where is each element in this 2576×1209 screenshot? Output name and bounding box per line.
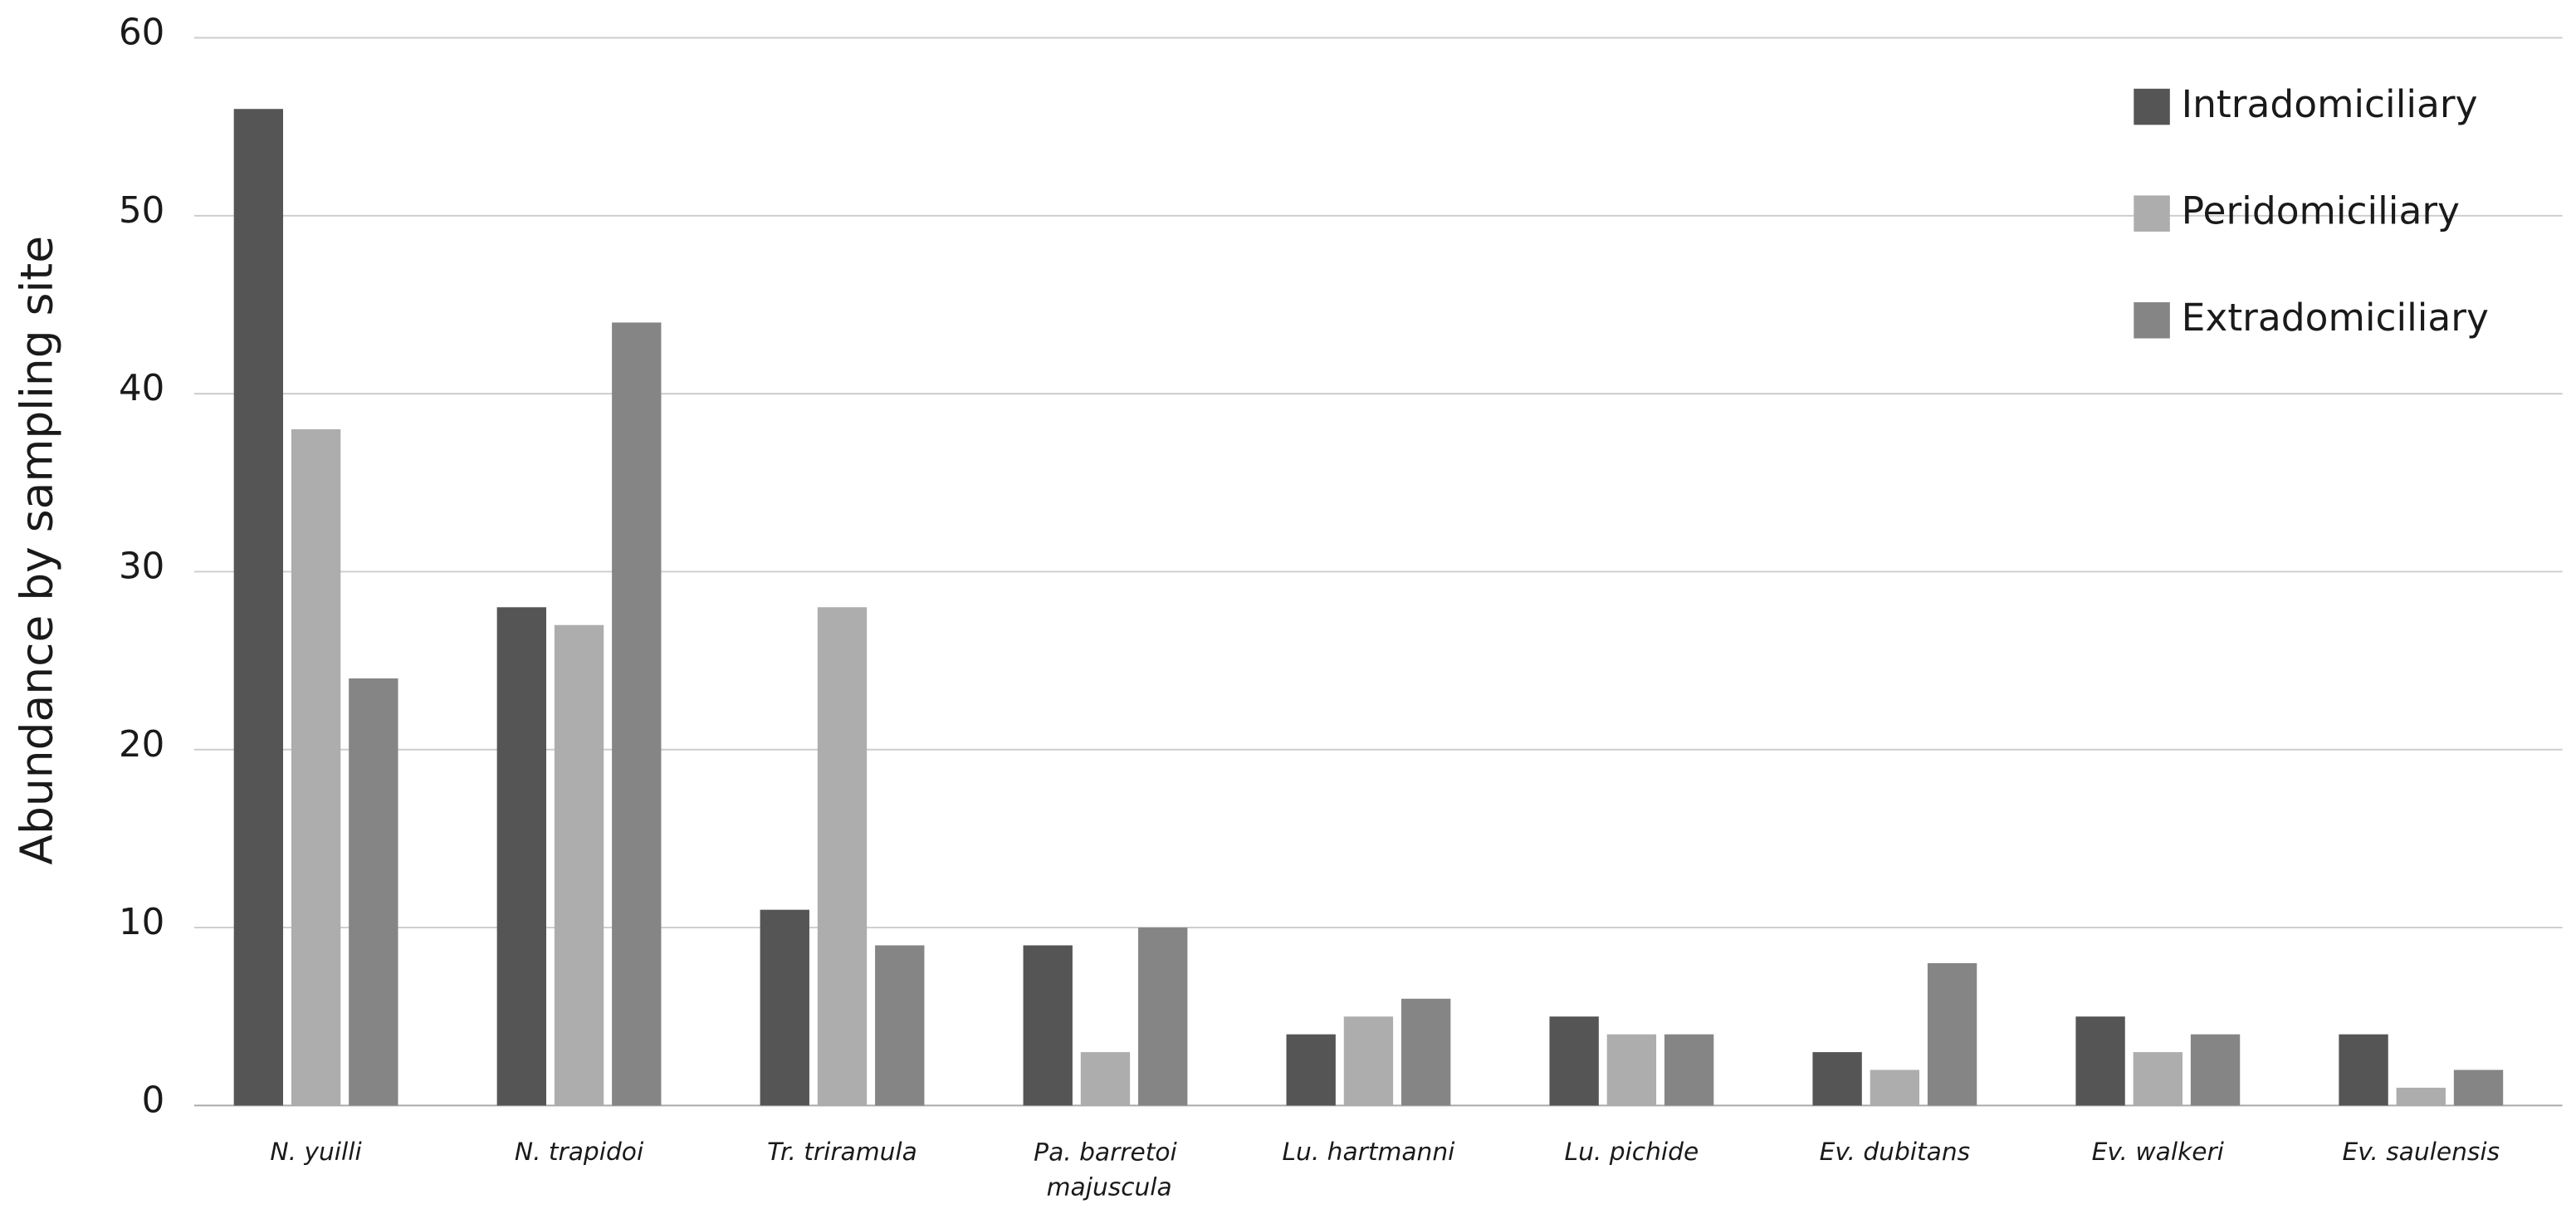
x-tick-label: Tr. triramula: [767, 1137, 917, 1166]
bar: [2075, 1016, 2125, 1106]
bar: [2133, 1052, 2183, 1106]
bar: [1870, 1070, 1920, 1106]
bar: [554, 624, 604, 1106]
legend-swatch: [2134, 302, 2170, 339]
bar: [1812, 1052, 1862, 1106]
x-tick-label: N. trapidoi: [515, 1137, 644, 1166]
y-tick-label: 60: [119, 12, 164, 54]
legend-label: Intradomiciliary: [2182, 82, 2478, 126]
bar: [1138, 928, 1188, 1106]
bar: [1927, 962, 1977, 1106]
bar: [291, 428, 341, 1106]
y-tick-label: 30: [119, 546, 164, 587]
bar: [2339, 1034, 2388, 1106]
x-tick-label: Lu. hartmanni: [1283, 1137, 1456, 1166]
x-tick-label-line: majuscula: [1039, 1172, 1172, 1201]
y-tick-label: 10: [119, 902, 164, 943]
bar: [817, 607, 868, 1106]
y-tick-label: 40: [119, 368, 164, 409]
legend-label: Extradomiciliary: [2182, 296, 2489, 340]
legend-swatch: [2134, 88, 2170, 125]
bar: [1080, 1052, 1131, 1106]
bar: [2190, 1034, 2241, 1106]
bar: [875, 945, 925, 1106]
x-tick-label: Ev. dubitans: [1820, 1137, 1970, 1166]
bar: [2453, 1070, 2504, 1106]
x-tick-label: Ev. saulensis: [2342, 1137, 2500, 1166]
bar: [2396, 1087, 2446, 1106]
y-tick-label: 0: [142, 1079, 165, 1121]
bar: [1343, 1016, 1394, 1106]
bar: [760, 909, 809, 1106]
bar: [1606, 1034, 1657, 1106]
bar: [1664, 1034, 1714, 1106]
bar: [1286, 1034, 1336, 1106]
bar: [349, 678, 398, 1106]
x-tick-label-line: Pa. barretoi: [1034, 1137, 1177, 1166]
bar: [1401, 998, 1451, 1106]
bar: [496, 607, 546, 1106]
y-tick-label: 50: [119, 190, 164, 232]
bar: [233, 109, 284, 1106]
y-axis-label: Abundance by sampling site: [11, 236, 63, 865]
bar: [1549, 1016, 1599, 1106]
legend-swatch: [2134, 195, 2170, 232]
x-tick-label: Ev. walkeri: [2092, 1137, 2225, 1166]
legend-label: Peridomiciliary: [2182, 189, 2460, 233]
bar: [1023, 945, 1073, 1106]
x-tick-label: Lu. pichide: [1565, 1137, 1699, 1166]
bar: [612, 322, 662, 1106]
x-tick-label: N. yuilli: [270, 1137, 362, 1166]
x-tick-label: Pa. barretoi majuscula: [1034, 1137, 1177, 1201]
y-tick-label: 20: [119, 724, 164, 766]
